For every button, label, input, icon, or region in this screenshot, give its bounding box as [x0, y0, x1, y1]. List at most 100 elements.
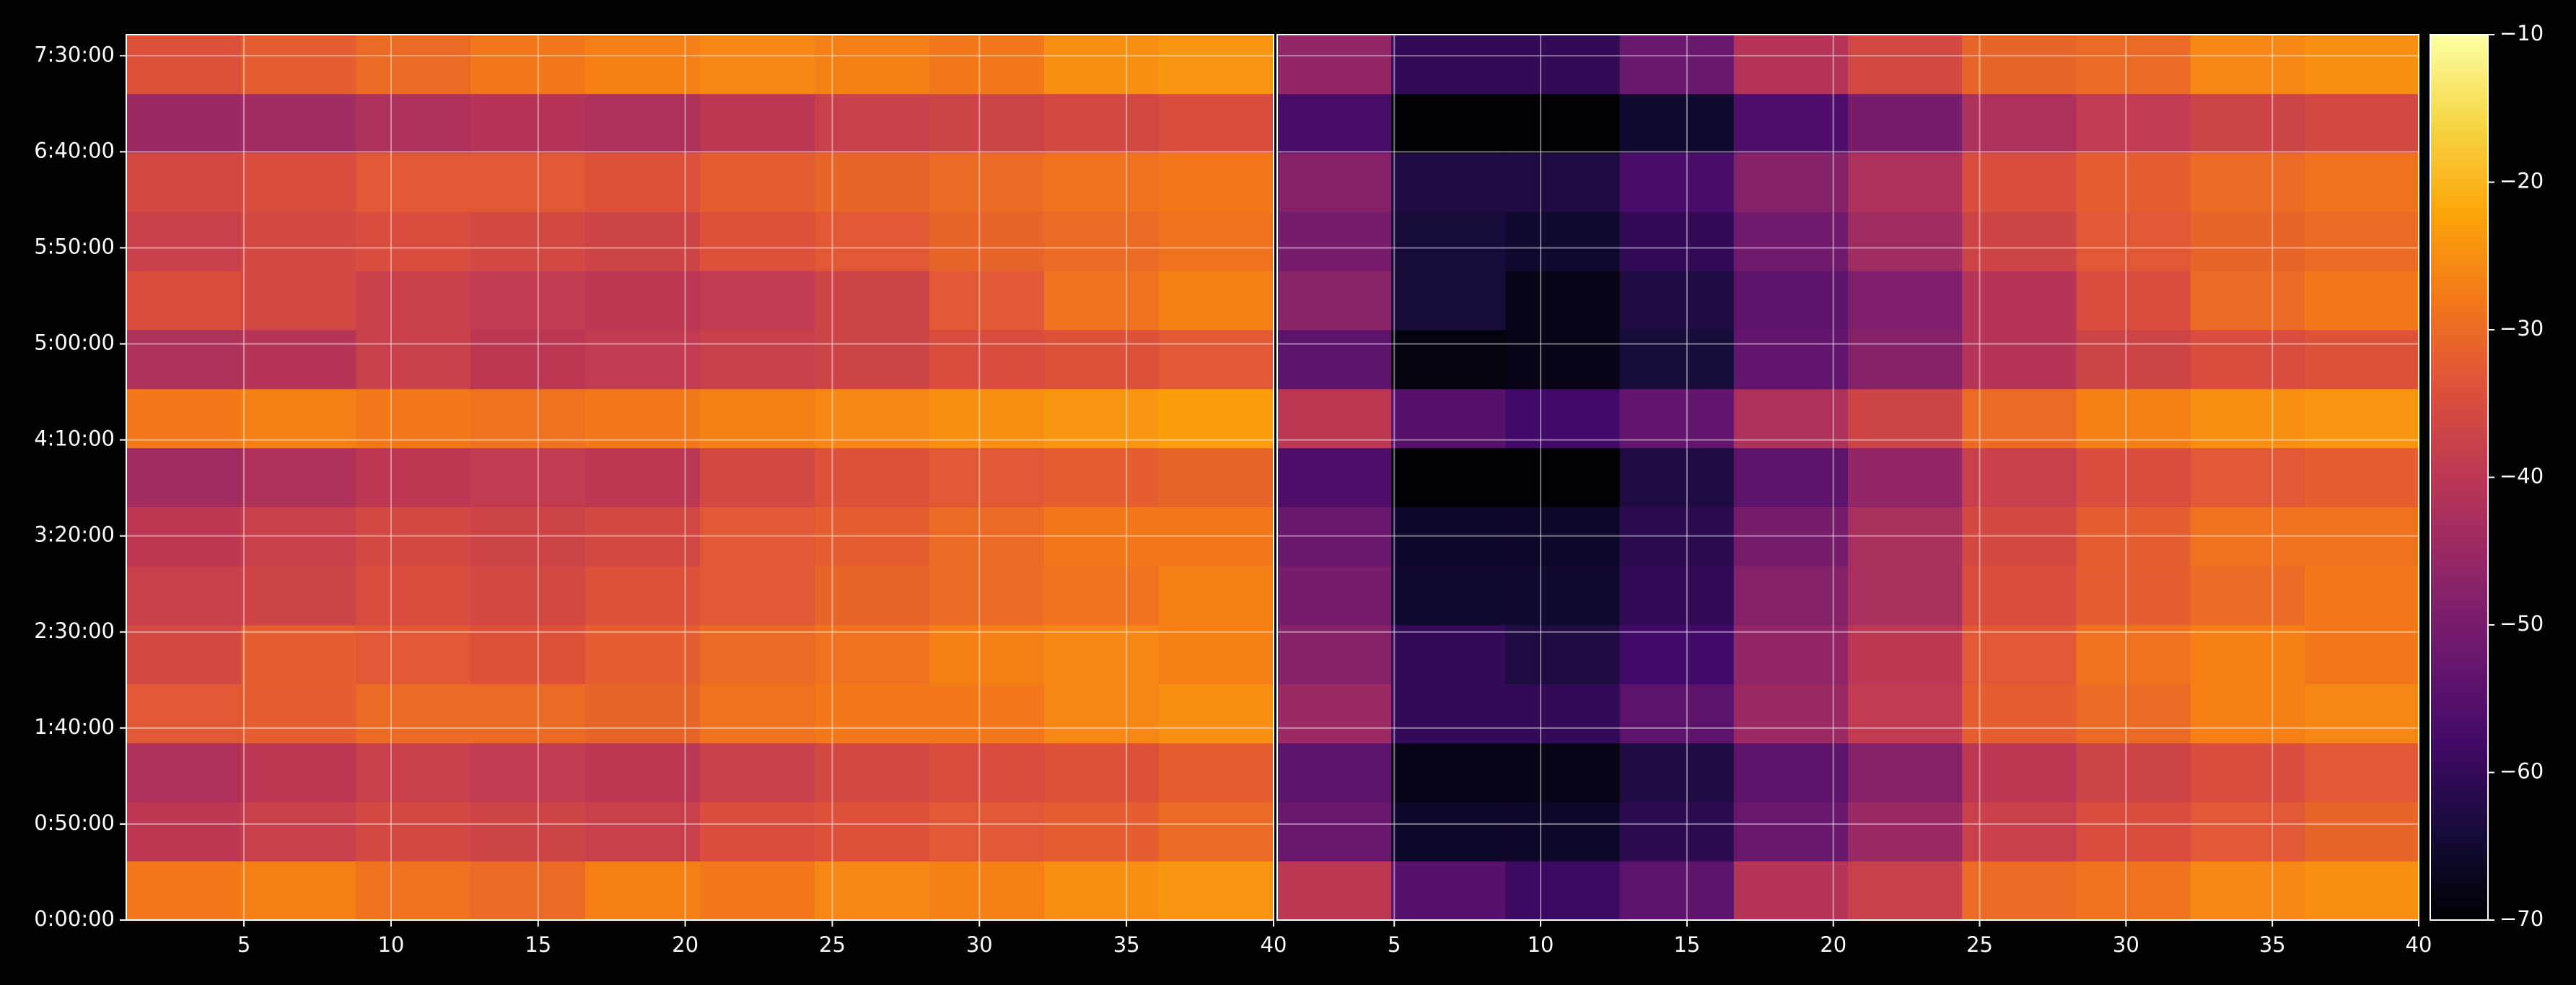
heatmap-cell [1619, 625, 1735, 685]
heatmap-cell [1391, 388, 1506, 449]
heatmap-cell [2076, 802, 2191, 862]
heatmap-cell [470, 211, 586, 271]
heatmap-cell [1619, 93, 1735, 154]
heatmap-cell [929, 625, 1045, 685]
heatmap-cell [1391, 330, 1506, 390]
heatmap-cell [1391, 35, 1506, 95]
heatmap-cell [356, 683, 471, 744]
heatmap-cell [1619, 743, 1735, 802]
heatmap-cell [815, 625, 930, 685]
heatmap-cell [815, 271, 930, 330]
heatmap-cell [585, 507, 701, 566]
heatmap-cell [1848, 566, 1963, 626]
heatmap-cell [2076, 683, 2191, 744]
heatmap-cell [929, 507, 1045, 566]
heatmap-cell [585, 330, 701, 390]
heatmap-cell [356, 566, 471, 626]
heatmap-cell [1619, 211, 1735, 271]
heatmap-cell [2190, 566, 2305, 626]
heatmap-cell [815, 35, 930, 95]
heatmap-cell [1505, 683, 1621, 744]
heatmap-cell [1391, 683, 1506, 744]
heatmap-cell [470, 683, 586, 744]
heatmap-cell [126, 447, 242, 507]
heatmap-cell [241, 743, 356, 802]
heatmap-cell [929, 35, 1045, 95]
heatmap-cell [2304, 507, 2419, 566]
heatmap-cell [356, 388, 471, 449]
heatmap-cell [2076, 271, 2191, 330]
heatmap-cell [815, 330, 930, 390]
heatmap-cell [470, 507, 586, 566]
heatmap-cell [585, 271, 701, 330]
heatmap-cell [126, 861, 242, 921]
heatmap-cell [700, 625, 815, 685]
x-tick-label: 25 [1966, 932, 1993, 957]
heatmap-cell [1619, 271, 1735, 330]
heatmap-cell [1277, 683, 1392, 744]
heatmap-cell [1044, 35, 1160, 95]
heatmap-cell [2190, 743, 2305, 802]
y-tick-label: 6:40:00 [34, 138, 115, 162]
heatmap-cell [1044, 683, 1160, 744]
heatmap-cell [241, 447, 356, 507]
heatmap-cell [700, 683, 815, 744]
heatmap-cell [241, 566, 356, 626]
heatmap-cell [2076, 388, 2191, 449]
y-tick-label: 1:40:00 [34, 714, 115, 739]
heatmap-cell [1962, 861, 2077, 921]
heatmap-cell [2076, 152, 2191, 212]
heatmap-cell [1962, 271, 2077, 330]
heatmap-cell [1044, 211, 1160, 271]
heatmap-cell [2190, 93, 2305, 154]
heatmap-cell [700, 152, 815, 212]
heatmap-cell [700, 330, 815, 390]
heatmap-cell [470, 271, 586, 330]
heatmap-cell [1619, 152, 1735, 212]
heatmap-cell [1391, 566, 1506, 626]
heatmap-cell [1505, 35, 1621, 95]
heatmap-cell [2190, 152, 2305, 212]
heatmap-cell [356, 507, 471, 566]
heatmap-cell [2304, 330, 2419, 390]
colorbar-tick-label: −70 [2500, 906, 2544, 931]
x-tick-label: 10 [377, 932, 404, 957]
heatmap-cell [1848, 802, 1963, 862]
heatmap-cell [241, 802, 356, 862]
heatmap-cell [1277, 330, 1392, 390]
heatmap-cell [356, 802, 471, 862]
heatmap-cell [1277, 152, 1392, 212]
heatmap-cell [1962, 330, 2077, 390]
heatmap-cell [470, 152, 586, 212]
heatmap-cell [815, 152, 930, 212]
heatmap-cell [126, 507, 242, 566]
heatmap-cell [700, 861, 815, 921]
heatmap-cell [1848, 388, 1963, 449]
heatmap-cell [1277, 211, 1392, 271]
heatmap-cell [585, 447, 701, 507]
heatmap-cell [1848, 93, 1963, 154]
heatmap-cell [1505, 566, 1621, 626]
heatmap-cell [1848, 507, 1963, 566]
heatmap-cell [700, 271, 815, 330]
heatmap-cell [1277, 566, 1392, 626]
heatmap-cell [2304, 93, 2419, 154]
heatmap-cell [1505, 388, 1621, 449]
heatmap-cell [1848, 625, 1963, 685]
heatmap-cell [1505, 152, 1621, 212]
heatmap-cell [585, 388, 701, 449]
heatmap-cell [1159, 625, 1274, 685]
heatmap-cell [585, 35, 701, 95]
heatmap-cell [1159, 152, 1274, 212]
heatmap-cell [1159, 861, 1274, 921]
heatmap-cell [1391, 507, 1506, 566]
x-tick-label: 35 [2259, 932, 2286, 957]
heatmap-cell [241, 271, 356, 330]
heatmap-cell [2190, 388, 2305, 449]
heatmap-cell [585, 625, 701, 685]
heatmap-cell [470, 861, 586, 921]
heatmap-cell [1044, 447, 1160, 507]
heatmap-cell [700, 211, 815, 271]
heatmap-cell [585, 802, 701, 862]
